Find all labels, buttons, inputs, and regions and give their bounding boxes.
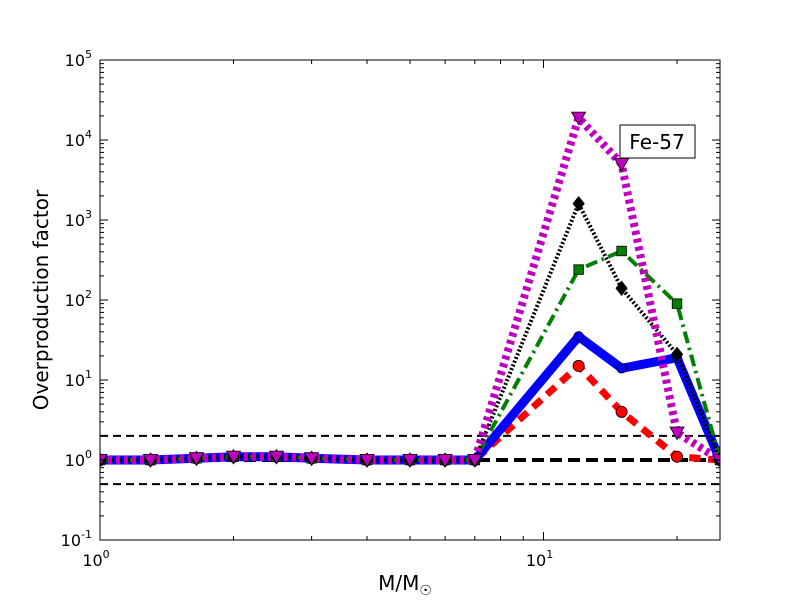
series-3-point-12 (670, 346, 684, 362)
series-layer (100, 113, 720, 465)
y-axis-label: Overproduction factor (29, 189, 53, 410)
x-axis-label-subscript: ☉ (419, 583, 432, 599)
marker-layer (100, 111, 720, 468)
series-3-point-11 (615, 280, 628, 296)
annotation-label: Fe-57 (629, 130, 684, 154)
series-4-point-1 (142, 453, 159, 468)
y-tick-label-2: 101 (65, 368, 92, 390)
x-tick-label-1: 101 (526, 548, 553, 570)
series-4-point-4 (268, 450, 285, 465)
series-4-point-13 (712, 453, 720, 468)
series-2-point-11 (616, 245, 627, 257)
y-tick-label-6: 105 (65, 48, 92, 70)
series-0-point-10 (572, 359, 585, 372)
y-tick-label-3: 102 (65, 288, 92, 310)
series-4-point-6 (359, 453, 375, 468)
series-3-point-10 (572, 196, 585, 212)
series-4-point-8 (437, 453, 453, 468)
series-1-point-11 (616, 363, 627, 374)
series-2-point-12 (671, 298, 683, 309)
series-4-point-7 (402, 453, 418, 468)
series-4-point-10 (570, 111, 587, 126)
annotation-frame (619, 124, 696, 159)
series-4-point-2 (188, 452, 205, 467)
series-0-point-12 (671, 450, 684, 463)
y-tick-label-5: 104 (65, 128, 92, 150)
x-axis-label: M/M☉ (378, 571, 432, 599)
series-2-point-10 (573, 264, 584, 275)
series-4-point-3 (225, 450, 242, 465)
series-4-point-5 (303, 452, 320, 467)
series-line-4 (100, 113, 720, 464)
annotation-box: Fe-57 (619, 124, 696, 159)
series-0-point-11 (615, 405, 628, 418)
series-1-point-10 (573, 331, 584, 342)
series-4-point-12 (669, 426, 685, 441)
x-tick-label-0: 100 (82, 548, 109, 570)
y-tick-label-4: 103 (65, 208, 92, 230)
y-tick-label-1: 100 (65, 448, 92, 470)
series-4-point-0 (100, 453, 108, 468)
y-tick-label-0: 10-1 (61, 528, 92, 550)
series-4-point-9 (467, 453, 483, 468)
